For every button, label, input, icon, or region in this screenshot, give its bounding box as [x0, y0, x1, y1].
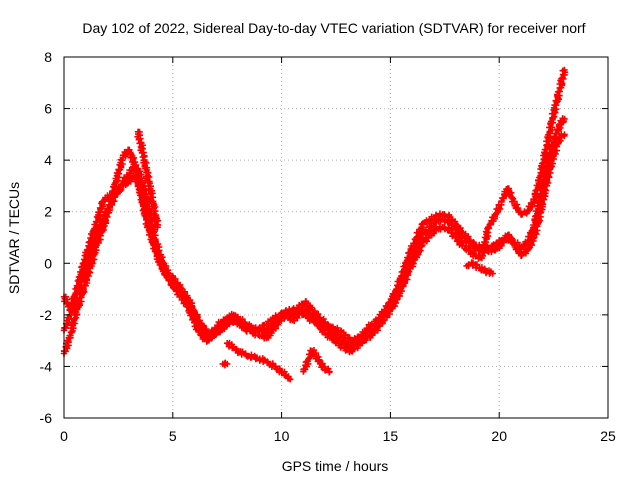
series-markers — [219, 359, 231, 369]
x-tick-label: 5 — [169, 428, 177, 444]
y-tick-label: 0 — [44, 255, 52, 271]
y-tick-label: 4 — [44, 152, 52, 168]
series-markers — [463, 259, 496, 277]
series-markers — [300, 347, 333, 376]
y-tick-label: -6 — [40, 410, 53, 426]
grid-lines — [64, 57, 608, 418]
series-track-8 — [219, 359, 231, 369]
series-track-5 — [224, 339, 294, 383]
chart-title: Day 102 of 2022, Sidereal Day-to-day VTE… — [82, 20, 585, 36]
x-axis-label: GPS time / hours — [282, 458, 389, 474]
plot-frame — [63, 56, 609, 419]
y-tick-label: 6 — [44, 101, 52, 117]
y-tick-label: 2 — [44, 204, 52, 220]
x-tick-label: 0 — [60, 428, 68, 444]
y-tick-label: -2 — [40, 307, 53, 323]
data-series — [60, 66, 569, 383]
x-tick-label: 20 — [491, 428, 507, 444]
x-tick-label: 10 — [274, 428, 290, 444]
y-axis-label: SDTVAR / TECUs — [6, 182, 22, 294]
axis-ticks: 0 5 10 15 20 25 -6 -4 -2 0 2 4 6 8 — [40, 49, 616, 444]
series-track-4 — [134, 128, 162, 231]
y-tick-label: 8 — [44, 49, 52, 65]
x-tick-label: 15 — [383, 428, 399, 444]
series-markers — [224, 339, 294, 383]
x-tick-label: 25 — [600, 428, 616, 444]
series-track-6 — [300, 347, 333, 376]
series-track-7 — [463, 259, 496, 277]
y-tick-label: -4 — [40, 358, 53, 374]
